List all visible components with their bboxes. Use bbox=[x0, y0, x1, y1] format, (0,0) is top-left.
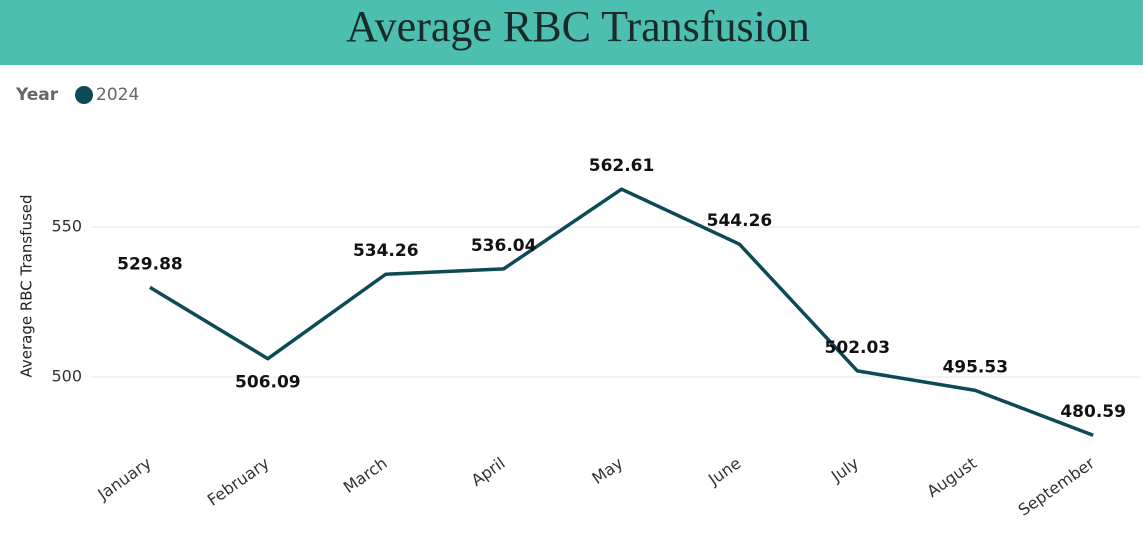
y-tick-label: 550 bbox=[51, 217, 82, 236]
x-tick-label: August bbox=[923, 453, 980, 501]
x-tick-label: May bbox=[588, 453, 626, 488]
x-tick-label: March bbox=[340, 453, 391, 497]
data-label: 536.04 bbox=[471, 236, 537, 256]
y-tick-label: 500 bbox=[51, 367, 82, 386]
title-banner bbox=[0, 0, 1143, 65]
data-label: 480.59 bbox=[1060, 402, 1126, 422]
x-tick-label: June bbox=[704, 453, 744, 489]
data-label: 495.53 bbox=[942, 357, 1008, 377]
legend-label: 2024 bbox=[96, 85, 139, 105]
data-label: 502.03 bbox=[825, 338, 891, 358]
series-line bbox=[149, 187, 1094, 437]
x-tick-label: July bbox=[827, 453, 862, 486]
data-label: 534.26 bbox=[353, 241, 419, 261]
x-tick-label: September bbox=[1015, 453, 1099, 520]
x-tick-label: April bbox=[468, 453, 509, 490]
y-axis-label: Average RBC Transfused bbox=[18, 194, 36, 377]
x-tick-label: February bbox=[204, 453, 273, 509]
data-label: 506.09 bbox=[235, 373, 301, 393]
data-label: 529.88 bbox=[117, 254, 183, 274]
chart-title: Average RBC Transfusion bbox=[346, 2, 810, 51]
data-label: 544.26 bbox=[707, 211, 773, 231]
x-tick-label: January bbox=[93, 453, 154, 504]
data-label: 562.61 bbox=[589, 156, 655, 176]
legend-title: Year bbox=[15, 85, 59, 105]
legend-marker bbox=[75, 86, 93, 104]
